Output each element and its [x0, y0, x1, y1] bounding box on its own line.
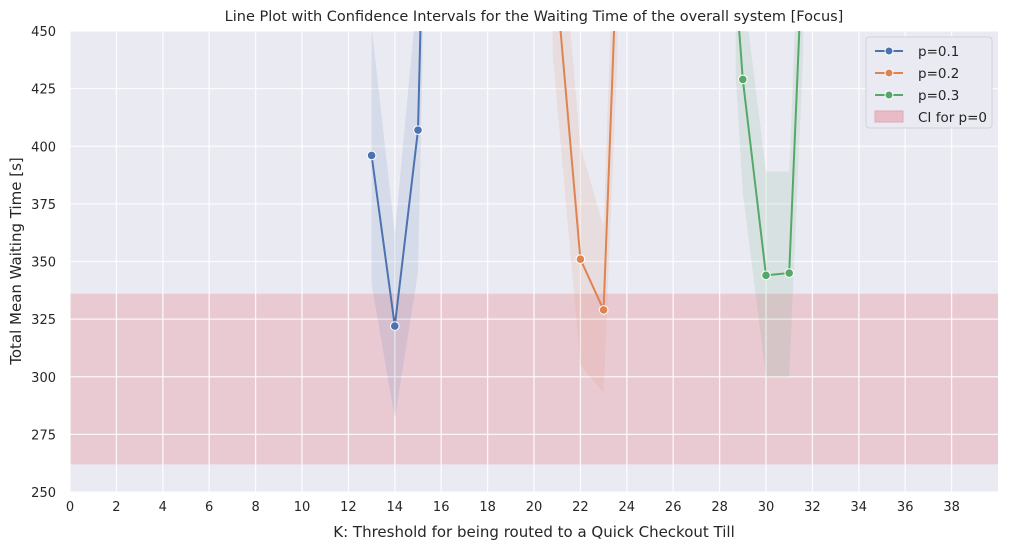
x-tick-label: 2 — [112, 500, 120, 515]
x-tick-label: 10 — [294, 500, 311, 515]
y-tick-label: 450 — [31, 25, 56, 40]
y-axis-label: Total Mean Waiting Time [s] — [7, 157, 25, 366]
y-tick-label: 400 — [31, 140, 56, 155]
legend-label: CI for p=0 — [918, 110, 987, 126]
x-tick-label: 34 — [851, 500, 868, 515]
y-tick-label: 300 — [31, 371, 56, 386]
legend: p=0.1 p=0.2 p=0.3 CI for p=0 — [865, 36, 993, 129]
x-tick-label: 24 — [619, 500, 636, 515]
legend-label: p=0.1 — [918, 44, 959, 60]
x-tick-label: 0 — [66, 500, 74, 515]
data-point — [390, 321, 400, 331]
data-point — [366, 150, 377, 161]
legend-label: p=0.2 — [918, 66, 959, 82]
legend-marker — [884, 68, 894, 78]
ci-band — [371, 31, 423, 419]
series-line — [370, 31, 422, 327]
x-tick-label: 36 — [897, 500, 914, 515]
x-tick-label: 26 — [665, 500, 682, 515]
y-tick-label: 325 — [31, 313, 56, 328]
legend-marker — [884, 46, 894, 56]
x-tick-label: 28 — [711, 500, 728, 515]
y-tick-label: 375 — [31, 198, 56, 213]
plot-area: 0 2 4 6 8 10 12 14 16 18 20 22 24 26 28 30 32 34 36 3825027… — [31, 25, 998, 515]
legend-band-swatch — [874, 110, 904, 123]
x-tick-label: 30 — [758, 500, 775, 515]
y-tick-label: 250 — [31, 486, 56, 501]
x-tick-label: 4 — [159, 500, 167, 515]
data-point — [575, 254, 586, 264]
data-point — [761, 270, 771, 281]
x-tick-label: 6 — [205, 500, 213, 515]
x-tick-label: 32 — [804, 500, 821, 515]
data-point — [738, 74, 748, 85]
x-tick-label: 18 — [479, 500, 496, 515]
data-point — [598, 305, 609, 315]
y-tick-label: 275 — [31, 428, 56, 443]
series-line — [559, 31, 616, 311]
x-tick-label: 38 — [943, 500, 960, 515]
x-tick-label: 14 — [387, 500, 404, 515]
x-tick-label: 20 — [526, 500, 543, 515]
x-tick-label: 16 — [433, 500, 450, 515]
legend-marker — [884, 90, 894, 100]
x-tick-label: 8 — [251, 500, 259, 515]
chart-title: Line Plot with Confidence Intervals for … — [225, 9, 844, 25]
x-axis-label: K: Threshold for being routed to a Quick… — [333, 523, 735, 541]
data-point — [784, 268, 795, 278]
y-tick-label: 425 — [31, 83, 56, 98]
plot-content — [70, 31, 998, 492]
legend-box — [865, 36, 993, 129]
legend-label: p=0.3 — [918, 88, 959, 104]
x-tick-label: 22 — [572, 500, 589, 515]
data-point — [413, 125, 423, 135]
y-tick-label: 350 — [31, 256, 56, 271]
x-tick-label: 12 — [340, 500, 357, 515]
ci-band — [735, 31, 804, 377]
